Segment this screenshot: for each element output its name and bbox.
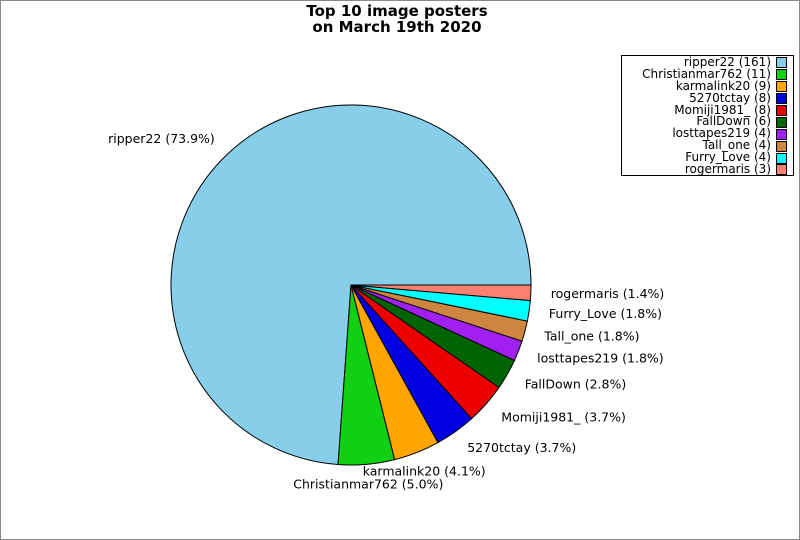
legend-swatch xyxy=(776,81,787,93)
legend-swatch xyxy=(776,152,787,164)
legend-swatch xyxy=(776,128,787,140)
legend-swatch xyxy=(776,69,787,81)
legend-item-Christianmar762: Christianmar762 (11) xyxy=(622,66,793,81)
chart-title-line1: Top 10 image posters xyxy=(306,2,488,20)
pie-slices xyxy=(170,104,532,466)
chart-title: Top 10 image posters on March 19th 2020 xyxy=(1,2,793,36)
legend-item-karmalink20: karmalink20 (9) xyxy=(622,78,793,93)
slice-label-FallDown: FallDown (2.8%) xyxy=(525,377,627,392)
legend-item-ripper22: ripper22 (161) xyxy=(622,55,793,69)
legend-label: Furry_Love (4) xyxy=(685,150,771,165)
slice-label-Furry_Love: Furry_Love (1.8%) xyxy=(549,306,662,321)
legend-label: Tall_one (4) xyxy=(702,138,771,153)
pie-slice-labels: ripper22 (73.9%) Christianmar762 (5.0%)ka… xyxy=(108,131,664,492)
legend-swatch xyxy=(776,105,787,116)
legend-item-Tall_one: Tall_one (4) xyxy=(622,138,793,153)
legend-label: Momiji1981_ (8) xyxy=(674,102,771,117)
slice-label-Tall_one: Tall_one (1.8%) xyxy=(543,329,639,344)
legend-label: rogermaris (3) xyxy=(684,162,771,177)
legend: ripper22 (161) Christianmar762 (11) karmal… xyxy=(621,55,794,176)
slice-label-Momiji1981_: Momiji1981_ (3.7%) xyxy=(501,409,626,424)
legend-label: ripper22 (161) xyxy=(683,55,771,69)
slice-label-losttapes219: losttapes219 (1.8%) xyxy=(537,351,664,366)
legend-swatch xyxy=(776,116,787,128)
legend-label: FallDown (6) xyxy=(696,114,771,129)
legend-item-FallDown: FallDown (6) xyxy=(622,116,793,128)
pie-slice-rogermaris xyxy=(350,284,532,302)
slice-label-ripper22: ripper22 (73.9%) xyxy=(108,131,215,146)
legend-label: Christianmar762 (11) xyxy=(642,66,771,81)
slice-label-Christianmar762: Christianmar762 (5.0%) xyxy=(293,477,443,492)
slice-label-5270tctay: 5270tctay (3.7%) xyxy=(467,440,576,455)
legend-swatch xyxy=(776,164,787,176)
legend-label: 5270tctay (8) xyxy=(689,90,771,105)
chart-title-line2: on March 19th 2020 xyxy=(312,17,482,36)
legend-swatch xyxy=(776,57,787,69)
slice-label-karmalink20: karmalink20 (4.1%) xyxy=(363,463,486,478)
slice-label-rogermaris: rogermaris (1.4%) xyxy=(551,286,665,301)
legend-item-rogermaris: rogermaris (3) xyxy=(622,162,793,177)
legend-swatch xyxy=(776,93,787,105)
legend-label: losttapes219 (4) xyxy=(672,126,771,141)
legend-item-5270tctay: 5270tctay (8) xyxy=(622,90,793,105)
legend-swatch xyxy=(776,140,787,152)
legend-label: karmalink20 (9) xyxy=(675,78,771,93)
legend-item-losttapes219: losttapes219 (4) xyxy=(622,126,793,141)
legend-item-Momiji1981_: Momiji1981_ (8) xyxy=(622,102,793,117)
legend-item-Furry_Love: Furry_Love (4) xyxy=(622,150,793,165)
